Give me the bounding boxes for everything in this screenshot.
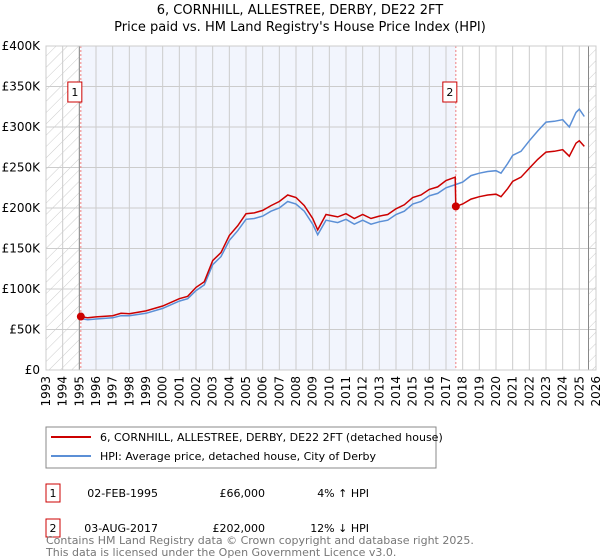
legend-label-property: 6, CORNHILL, ALLESTREE, DERBY, DE22 2FT … xyxy=(100,431,443,444)
sale-date: 02-FEB-1995 xyxy=(87,487,158,500)
x-tick-label: 2001 xyxy=(172,376,186,407)
table-row: 1 02-FEB-1995 £66,000 4% ↑ HPI xyxy=(45,483,369,503)
x-tick-label: 2014 xyxy=(389,376,403,407)
sale-marker-label: 1 xyxy=(71,86,78,99)
x-tick-label: 2016 xyxy=(422,376,436,407)
x-tick-label: 1997 xyxy=(106,376,120,407)
x-tick-label: 2006 xyxy=(256,376,270,407)
y-tick-label: £150K xyxy=(2,242,42,256)
x-tick-label: 2020 xyxy=(489,376,503,407)
y-tick-label: £250K xyxy=(2,161,42,175)
x-tick-label: 2023 xyxy=(539,376,553,407)
x-tick-label: 1994 xyxy=(56,376,70,407)
x-tick-label: 2004 xyxy=(222,376,236,407)
sale-marker-id: 2 xyxy=(50,522,57,535)
x-tick-label: 2015 xyxy=(406,376,420,407)
x-tick-label: 2010 xyxy=(322,376,336,407)
sale-date: 03-AUG-2017 xyxy=(84,522,158,535)
sale-price: £202,000 xyxy=(213,522,266,535)
x-tick-label: 2000 xyxy=(156,376,170,407)
x-tick-label: 2017 xyxy=(439,376,453,407)
x-tick-label: 2007 xyxy=(272,376,286,407)
plot-border xyxy=(45,45,597,371)
x-tick-label: 1995 xyxy=(72,376,86,407)
x-tick-label: 2005 xyxy=(239,376,253,407)
x-tick-label: 1998 xyxy=(122,376,136,407)
x-tick-label: 2009 xyxy=(306,376,320,407)
sale-marker-id: 1 xyxy=(50,487,57,500)
sales-table: 1 02-FEB-1995 £66,000 4% ↑ HPI 2 03-AUG-… xyxy=(45,483,369,538)
x-tick-label: 1996 xyxy=(89,376,103,407)
x-tick-label: 2002 xyxy=(189,376,203,407)
x-tick-label: 2022 xyxy=(522,376,536,407)
x-tick-label: 2003 xyxy=(206,376,220,407)
sale-point xyxy=(76,312,85,321)
sale-hpi-diff: 12% ↓ HPI xyxy=(310,522,369,535)
chart-subtitle: Price paid vs. HM Land Registry's House … xyxy=(114,20,486,35)
chart-title: 6, CORNHILL, ALLESTREE, DERBY, DE22 2FT xyxy=(157,3,444,18)
x-tick-label: 2013 xyxy=(372,376,386,407)
x-tick-label: 1999 xyxy=(139,376,153,407)
sale-hpi-diff: 4% ↑ HPI xyxy=(317,487,369,500)
x-tick-label: 1993 xyxy=(39,376,53,407)
sale-marker-label: 2 xyxy=(446,86,453,99)
x-tick-label: 2026 xyxy=(589,376,600,407)
table-row: 2 03-AUG-2017 £202,000 12% ↓ HPI xyxy=(45,518,369,538)
y-tick-label: £200K xyxy=(2,201,42,215)
sale-marker-box xyxy=(67,81,83,103)
footer-licence: This data is licensed under the Open Gov… xyxy=(45,546,396,559)
series-line xyxy=(80,139,585,319)
x-tick-label: 2008 xyxy=(289,376,303,407)
sale-price: £66,000 xyxy=(220,487,266,500)
x-tick-label: 2021 xyxy=(506,376,520,407)
footer-copyright: Contains HM Land Registry data © Crown c… xyxy=(46,534,474,547)
x-tick-label: 2018 xyxy=(456,376,470,407)
sale-marker-box xyxy=(442,81,458,103)
x-tick-label: 2025 xyxy=(572,376,586,407)
y-tick-label: £400K xyxy=(2,39,42,53)
x-tick-label: 2024 xyxy=(556,376,570,407)
x-tick-label: 2011 xyxy=(339,376,353,407)
y-tick-label: £0 xyxy=(25,363,40,377)
y-tick-label: £100K xyxy=(2,282,42,296)
series-line xyxy=(80,108,585,321)
y-tick-label: £300K xyxy=(2,120,42,134)
x-tick-label: 2012 xyxy=(356,376,370,407)
legend-label-hpi: HPI: Average price, detached house, City… xyxy=(100,450,377,463)
legend: 6, CORNHILL, ALLESTREE, DERBY, DE22 2FT … xyxy=(45,426,443,469)
x-tick-label: 2019 xyxy=(472,376,486,407)
sale-point xyxy=(451,202,460,211)
y-tick-label: £350K xyxy=(2,80,42,94)
y-tick-label: £50K xyxy=(9,323,41,337)
